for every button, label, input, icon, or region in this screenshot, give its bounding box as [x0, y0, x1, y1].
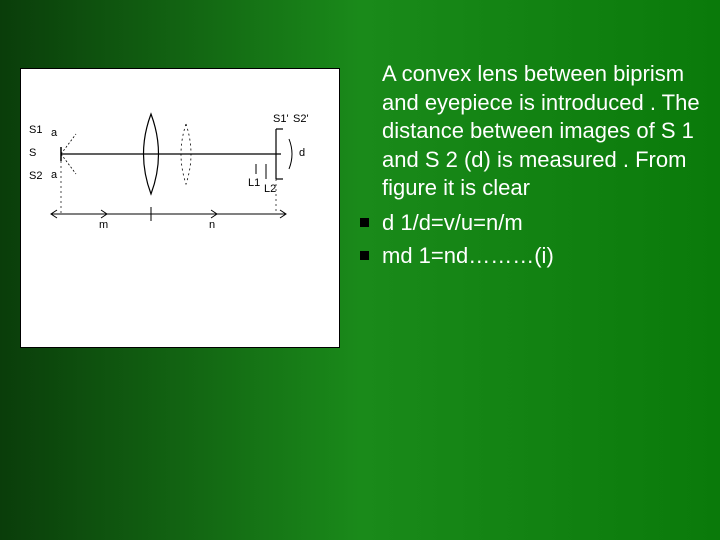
label-d2: d — [299, 147, 305, 159]
label-s1: S1 — [29, 124, 42, 136]
bullet-1: d 1/d=v/u=n/m — [360, 209, 700, 238]
label-a-bot: a — [51, 169, 57, 181]
text-column: A convex lens between biprism and eyepie… — [360, 60, 700, 274]
bullet-2: md 1=nd………(i) — [360, 242, 700, 271]
label-s1p: S1' — [273, 113, 289, 125]
label-a-top: a — [51, 127, 57, 139]
slide: S1 S S2 a a S1' S2' d L1 L2 m n A convex… — [0, 0, 720, 540]
diagram-svg — [21, 69, 341, 349]
paragraph: A convex lens between biprism and eyepie… — [382, 60, 700, 203]
label-l1: L1 — [248, 177, 260, 189]
label-n: n — [209, 219, 215, 231]
label-l2: L2 — [264, 183, 276, 195]
diagram-box: S1 S S2 a a S1' S2' d L1 L2 m n — [20, 68, 340, 348]
optics-diagram: S1 S S2 a a S1' S2' d L1 L2 m n — [21, 69, 339, 347]
label-s: S — [29, 147, 36, 159]
label-s2p: S2' — [293, 113, 309, 125]
label-s2: S2 — [29, 170, 42, 182]
label-m: m — [99, 219, 108, 231]
